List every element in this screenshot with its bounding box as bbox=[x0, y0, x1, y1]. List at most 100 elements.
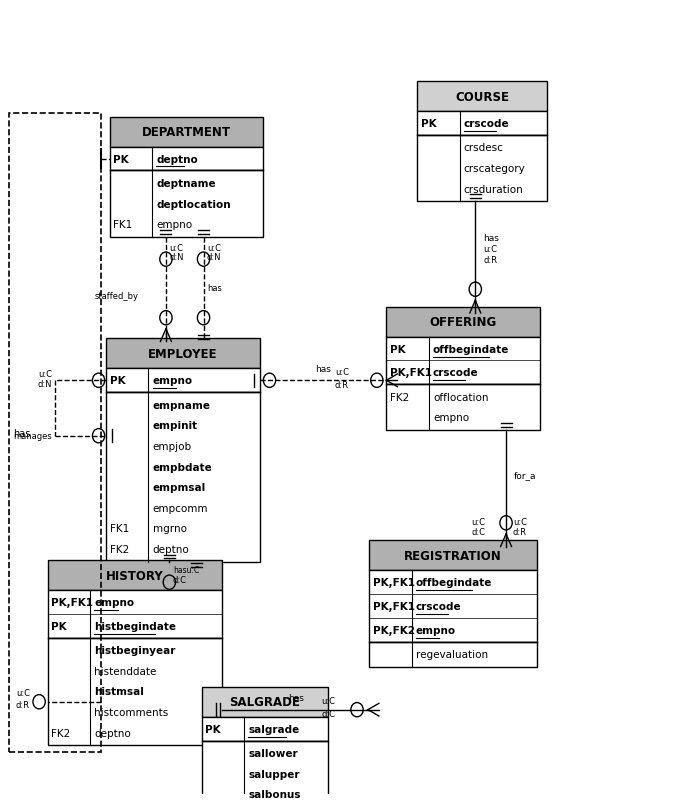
Text: d:R: d:R bbox=[16, 699, 30, 709]
Text: u:C: u:C bbox=[472, 518, 486, 527]
Text: empno: empno bbox=[156, 220, 192, 230]
Text: manages: manages bbox=[13, 431, 52, 440]
Text: d:C: d:C bbox=[472, 527, 486, 537]
Text: deptname: deptname bbox=[156, 179, 216, 188]
Text: u:C: u:C bbox=[335, 367, 349, 376]
Bar bbox=[201, 740, 328, 802]
Text: empjob: empjob bbox=[152, 441, 192, 452]
Bar bbox=[106, 393, 260, 562]
Text: regevaluation: regevaluation bbox=[416, 650, 488, 659]
Text: u:C: u:C bbox=[484, 245, 497, 253]
Text: salbonus: salbonus bbox=[248, 789, 301, 800]
Text: staffed_by: staffed_by bbox=[95, 292, 139, 301]
Text: empno: empno bbox=[95, 597, 135, 607]
Text: crsduration: crsduration bbox=[464, 184, 524, 194]
Text: empno: empno bbox=[433, 413, 469, 423]
Text: deptlocation: deptlocation bbox=[156, 200, 230, 209]
Text: PK: PK bbox=[113, 154, 128, 164]
Bar bbox=[386, 307, 540, 338]
Text: PK,FK2: PK,FK2 bbox=[373, 625, 415, 635]
Bar bbox=[417, 82, 547, 112]
Text: REGISTRATION: REGISTRATION bbox=[404, 549, 502, 562]
Bar bbox=[110, 148, 264, 171]
Bar bbox=[369, 570, 537, 642]
Text: PK,FK1: PK,FK1 bbox=[373, 602, 415, 611]
Bar bbox=[106, 339, 260, 369]
Text: d:N: d:N bbox=[37, 379, 52, 388]
Text: histmsal: histmsal bbox=[95, 687, 144, 697]
Text: mgrno: mgrno bbox=[152, 524, 186, 533]
Text: u:C: u:C bbox=[322, 696, 335, 706]
Text: d:N: d:N bbox=[207, 253, 221, 261]
Text: deptno: deptno bbox=[95, 727, 131, 738]
Bar bbox=[106, 369, 260, 393]
Text: OFFERING: OFFERING bbox=[430, 316, 497, 329]
Text: d:R: d:R bbox=[335, 380, 349, 389]
Bar bbox=[386, 385, 540, 431]
Text: sallower: sallower bbox=[248, 748, 298, 758]
Text: histcomments: histcomments bbox=[95, 707, 169, 717]
Text: u:C: u:C bbox=[513, 518, 527, 527]
Text: hasu:C: hasu:C bbox=[172, 565, 199, 574]
Text: empbdate: empbdate bbox=[152, 462, 213, 472]
Bar bbox=[48, 590, 222, 638]
Text: d:C: d:C bbox=[322, 709, 335, 718]
Text: crscode: crscode bbox=[464, 119, 509, 129]
Text: crscode: crscode bbox=[416, 602, 462, 611]
Bar bbox=[417, 136, 547, 202]
Bar bbox=[48, 561, 222, 590]
Text: crsdesc: crsdesc bbox=[464, 144, 504, 153]
Text: PK: PK bbox=[390, 344, 406, 354]
Text: d:C: d:C bbox=[172, 576, 187, 585]
Text: offbegindate: offbegindate bbox=[433, 344, 509, 354]
Text: PK: PK bbox=[205, 723, 221, 734]
Text: PK,FK1: PK,FK1 bbox=[373, 577, 415, 587]
Text: FK2: FK2 bbox=[52, 727, 70, 738]
Text: HISTORY: HISTORY bbox=[106, 569, 164, 581]
Bar bbox=[369, 642, 537, 667]
Text: FK2: FK2 bbox=[110, 545, 129, 554]
Text: salupper: salupper bbox=[248, 769, 300, 779]
Text: PK,FK1: PK,FK1 bbox=[390, 368, 432, 378]
Bar bbox=[110, 117, 264, 148]
Bar bbox=[369, 541, 537, 570]
Text: crscode: crscode bbox=[433, 368, 479, 378]
Text: salgrade: salgrade bbox=[248, 723, 299, 734]
Text: has: has bbox=[484, 233, 500, 242]
Bar bbox=[9, 114, 101, 752]
Text: has: has bbox=[288, 693, 304, 703]
Text: d:N: d:N bbox=[169, 253, 184, 261]
Text: empno: empno bbox=[416, 625, 456, 635]
Text: FK2: FK2 bbox=[390, 392, 409, 403]
Bar bbox=[417, 112, 547, 136]
Text: empno: empno bbox=[152, 376, 193, 386]
Text: offbegindate: offbegindate bbox=[416, 577, 492, 587]
Text: u:C: u:C bbox=[16, 689, 30, 698]
Text: deptno: deptno bbox=[152, 545, 189, 554]
Text: has: has bbox=[315, 364, 331, 373]
Text: COURSE: COURSE bbox=[455, 91, 509, 103]
Text: SALGRADE: SALGRADE bbox=[230, 695, 301, 708]
Text: offlocation: offlocation bbox=[433, 392, 489, 403]
Text: FK1: FK1 bbox=[110, 524, 129, 533]
Text: crscategory: crscategory bbox=[464, 164, 525, 174]
Text: has: has bbox=[207, 284, 221, 293]
Text: histbegindate: histbegindate bbox=[95, 621, 177, 631]
Text: has: has bbox=[13, 428, 30, 438]
Bar bbox=[386, 338, 540, 385]
Text: histenddate: histenddate bbox=[95, 666, 157, 676]
Text: empmsal: empmsal bbox=[152, 483, 206, 492]
Text: deptno: deptno bbox=[156, 154, 198, 164]
Text: PK: PK bbox=[52, 621, 67, 631]
Text: empname: empname bbox=[152, 400, 210, 411]
Text: u:C: u:C bbox=[207, 243, 221, 253]
Text: u:C: u:C bbox=[169, 243, 184, 253]
Bar bbox=[110, 171, 264, 237]
Text: PK,FK1: PK,FK1 bbox=[52, 597, 93, 607]
Text: for_a: for_a bbox=[514, 471, 537, 480]
Bar bbox=[201, 687, 328, 717]
Text: d:R: d:R bbox=[513, 527, 527, 537]
Text: EMPLOYEE: EMPLOYEE bbox=[148, 347, 218, 360]
Text: d:R: d:R bbox=[484, 256, 497, 265]
Text: empcomm: empcomm bbox=[152, 503, 208, 513]
